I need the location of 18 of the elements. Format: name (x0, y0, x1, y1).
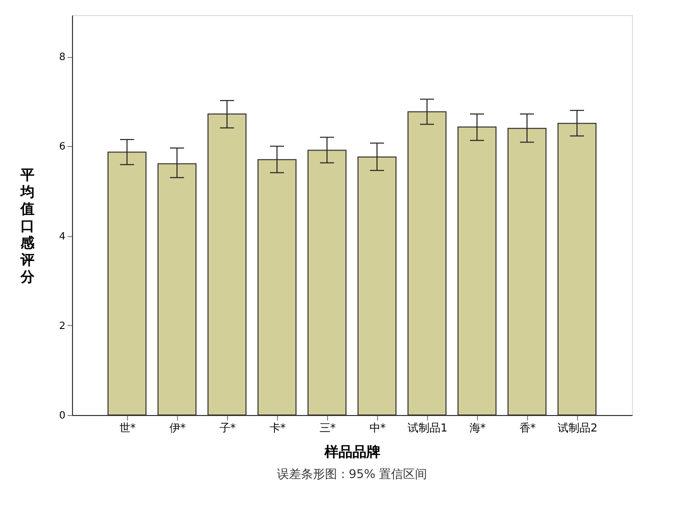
x-tick-label: 伊* (169, 422, 186, 434)
x-tick-label: 试制品1 (408, 422, 448, 434)
x-tick-label: 香* (519, 422, 536, 434)
y-tick-label: 4 (59, 231, 66, 242)
y-tick-label: 0 (59, 410, 66, 422)
y-axis-title: 平均值口感评分 (20, 168, 36, 286)
y-tick-label: 2 (59, 320, 66, 332)
x-tick-label: 试制品2 (558, 422, 598, 434)
y-tick-label: 8 (59, 52, 66, 64)
x-tick-label: 海* (469, 422, 486, 434)
text: 误差条形图：95% 置信区间 (276, 467, 428, 481)
x-tick-label: 卡* (269, 422, 286, 434)
x-tick-label: 世* (119, 422, 136, 434)
x-tick-label: 三* (319, 422, 336, 434)
x-tick-label: 子* (219, 422, 236, 434)
x-axis-title: 样品品牌 (324, 444, 380, 460)
y-tick-label: 6 (59, 142, 66, 153)
x-tick-label: 中* (369, 422, 386, 434)
